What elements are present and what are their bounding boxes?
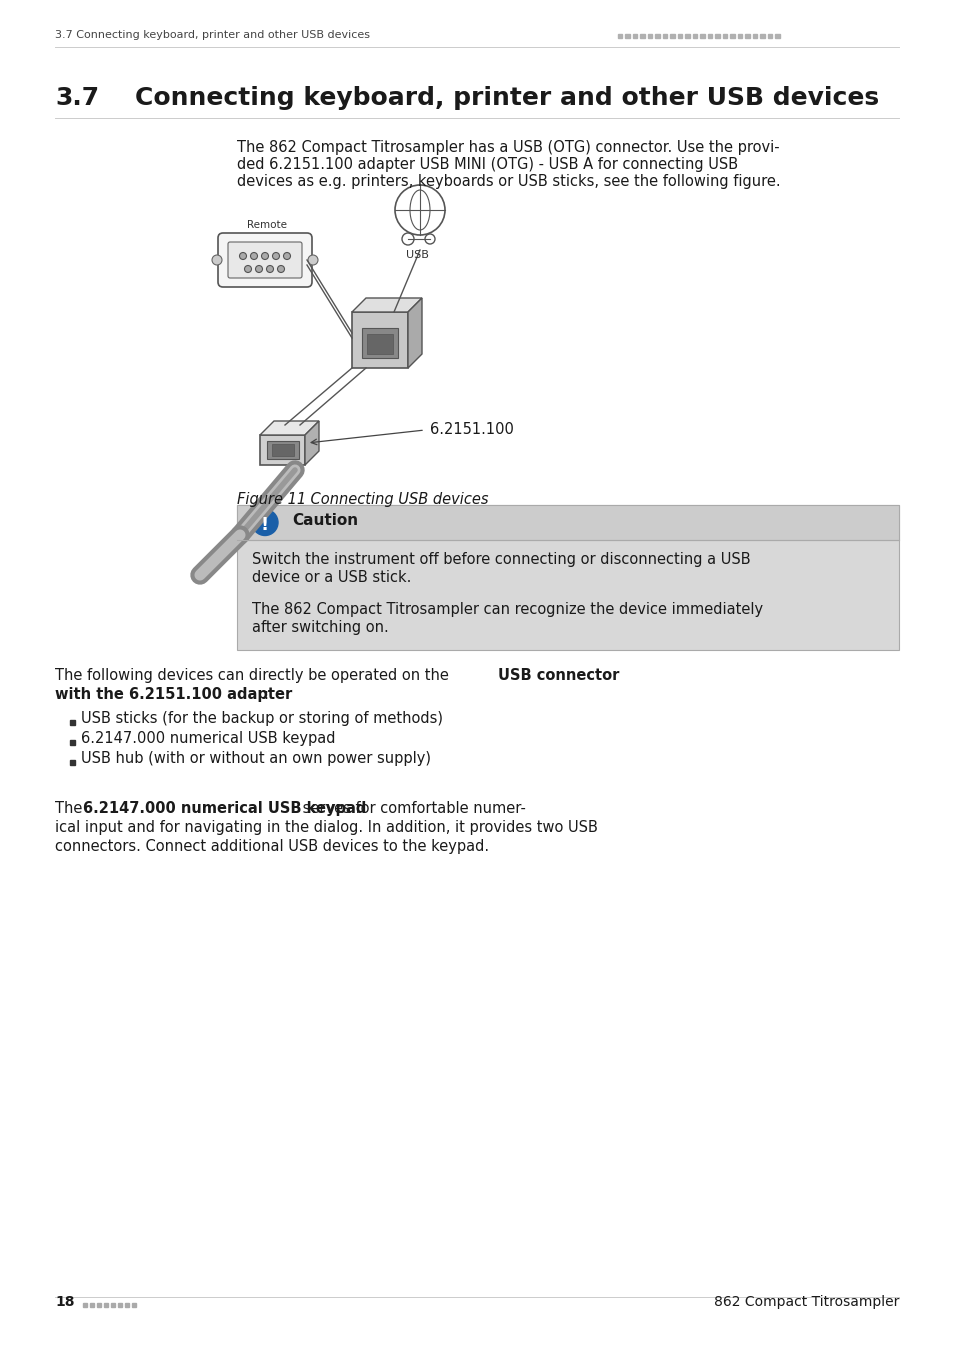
Circle shape <box>277 266 284 273</box>
Bar <box>625 34 629 38</box>
Text: !: ! <box>261 516 269 533</box>
Bar <box>707 34 712 38</box>
Text: Figure 11: Figure 11 <box>236 491 306 508</box>
Bar <box>670 34 675 38</box>
Bar <box>236 505 898 540</box>
Text: after switching on.: after switching on. <box>252 620 388 634</box>
Circle shape <box>244 266 252 273</box>
Bar <box>767 34 772 38</box>
Bar <box>775 34 780 38</box>
Bar <box>70 740 75 745</box>
Text: 3.7 Connecting keyboard, printer and other USB devices: 3.7 Connecting keyboard, printer and oth… <box>55 30 370 40</box>
Bar <box>662 34 667 38</box>
Circle shape <box>212 255 222 265</box>
Bar <box>655 34 659 38</box>
Circle shape <box>261 252 268 259</box>
Bar <box>118 1303 122 1307</box>
Text: USB connector: USB connector <box>497 668 618 683</box>
Circle shape <box>239 252 246 259</box>
Bar <box>700 34 704 38</box>
Bar <box>639 34 644 38</box>
FancyBboxPatch shape <box>218 234 312 288</box>
Text: USB sticks (for the backup or storing of methods): USB sticks (for the backup or storing of… <box>81 711 442 726</box>
Text: 862 Compact Titrosampler: 862 Compact Titrosampler <box>713 1295 898 1309</box>
Bar <box>267 441 298 459</box>
FancyBboxPatch shape <box>352 312 408 369</box>
Bar <box>618 34 622 38</box>
Text: 6.2147.000 numerical USB keypad: 6.2147.000 numerical USB keypad <box>83 801 366 815</box>
Text: ical input and for navigating in the dialog. In addition, it provides two USB: ical input and for navigating in the dia… <box>55 819 598 836</box>
Text: USB hub (with or without an own power supply): USB hub (with or without an own power su… <box>81 752 431 767</box>
Circle shape <box>251 252 257 259</box>
FancyBboxPatch shape <box>228 242 302 278</box>
Text: 6.2151.100: 6.2151.100 <box>430 423 514 437</box>
Text: The following devices can directly be operated on the: The following devices can directly be op… <box>55 668 453 683</box>
Text: Remote: Remote <box>247 220 287 230</box>
Polygon shape <box>408 298 421 369</box>
Bar <box>730 34 734 38</box>
Polygon shape <box>260 435 305 464</box>
Circle shape <box>273 252 279 259</box>
Bar <box>715 34 720 38</box>
Bar <box>125 1303 130 1307</box>
Polygon shape <box>305 421 318 464</box>
Text: Switch the instrument off before connecting or disconnecting a USB: Switch the instrument off before connect… <box>252 552 750 567</box>
Circle shape <box>308 255 317 265</box>
Bar <box>70 720 75 725</box>
Text: with the 6.2151.100 adapter: with the 6.2151.100 adapter <box>55 687 292 702</box>
Text: The 862 Compact Titrosampler can recognize the device immediately: The 862 Compact Titrosampler can recogni… <box>252 602 762 617</box>
Bar <box>97 1303 101 1307</box>
Text: serves for comfortable numer-: serves for comfortable numer- <box>297 801 525 815</box>
Bar <box>70 760 75 765</box>
Bar <box>361 328 397 358</box>
Bar <box>367 333 393 354</box>
Text: 3.7: 3.7 <box>55 86 99 109</box>
Text: Connecting USB devices: Connecting USB devices <box>292 491 488 508</box>
Bar <box>752 34 757 38</box>
Bar <box>647 34 652 38</box>
Text: The: The <box>55 801 87 815</box>
Bar <box>678 34 681 38</box>
Bar <box>722 34 727 38</box>
Text: Connecting keyboard, printer and other USB devices: Connecting keyboard, printer and other U… <box>135 86 879 109</box>
Text: The 862 Compact Titrosampler has a USB (OTG) connector. Use the provi-: The 862 Compact Titrosampler has a USB (… <box>236 140 779 155</box>
Text: device or a USB stick.: device or a USB stick. <box>252 570 411 585</box>
Text: :: : <box>263 687 268 702</box>
Text: USB: USB <box>406 250 429 261</box>
Text: ded 6.2151.100 adapter USB MINI (OTG) - USB A for connecting USB: ded 6.2151.100 adapter USB MINI (OTG) - … <box>236 157 738 171</box>
Bar <box>236 505 898 649</box>
Bar <box>760 34 764 38</box>
Bar <box>132 1303 136 1307</box>
Bar <box>738 34 741 38</box>
Polygon shape <box>352 298 421 312</box>
Text: 6.2147.000 numerical USB keypad: 6.2147.000 numerical USB keypad <box>81 732 335 747</box>
Text: Caution: Caution <box>292 513 357 528</box>
Bar <box>692 34 697 38</box>
Text: 18: 18 <box>55 1295 74 1309</box>
Text: devices as e.g. printers, keyboards or USB sticks, see the following figure.: devices as e.g. printers, keyboards or U… <box>236 174 780 189</box>
Bar <box>633 34 637 38</box>
Bar <box>111 1303 115 1307</box>
Text: connectors. Connect additional USB devices to the keypad.: connectors. Connect additional USB devic… <box>55 838 489 855</box>
Bar <box>83 1303 88 1307</box>
Bar <box>272 444 294 456</box>
Circle shape <box>255 266 262 273</box>
Bar <box>744 34 749 38</box>
Bar <box>685 34 689 38</box>
Circle shape <box>252 509 277 536</box>
Bar <box>90 1303 94 1307</box>
Circle shape <box>283 252 291 259</box>
Bar <box>104 1303 109 1307</box>
Circle shape <box>266 266 274 273</box>
Polygon shape <box>260 421 318 435</box>
